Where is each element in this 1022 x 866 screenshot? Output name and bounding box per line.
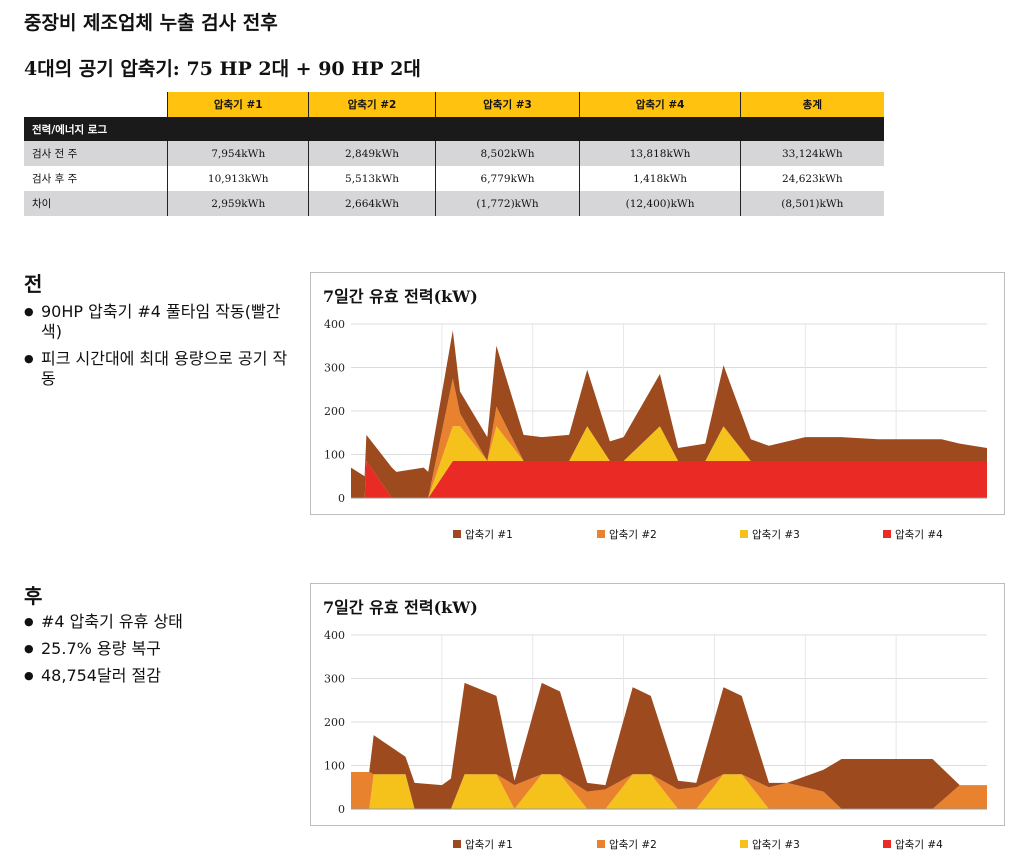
table-row: 검사 전 주 7,954kWh 2,849kWh 8,502kWh 13,818…: [24, 141, 884, 166]
after-chart: 7일간 유효 전력(kW) 0 100 200 300 400: [310, 583, 1005, 826]
after-heading: 후: [24, 584, 43, 608]
table-row: 검사 후 주 10,913kWh 5,513kWh 6,779kWh 1,418…: [24, 166, 884, 191]
row-label: 검사 전 주: [24, 141, 168, 166]
legend-item: 압축기 #2: [597, 527, 657, 542]
legend-swatch: [883, 530, 891, 538]
table-cell: 24,623kWh: [739, 166, 884, 191]
y-tick-label: 0: [338, 803, 345, 816]
column-header-compressor-1: 압축기 #1: [166, 92, 309, 117]
after-chart-plot: 0 100 200 300 400: [324, 629, 987, 816]
table-header-row: 압축기 #1 압축기 #2 압축기 #3 압축기 #4 총계: [24, 92, 884, 117]
series-area-3: [351, 774, 987, 809]
page-title: 중장비 제조업체 누출 검사 전후: [24, 12, 278, 34]
table-cell: (8,501)kWh: [739, 191, 884, 216]
legend-swatch: [883, 840, 891, 848]
y-tick-label: 200: [324, 405, 345, 418]
table-cell: 2,849kWh: [308, 141, 436, 166]
y-tick-label: 400: [324, 629, 345, 642]
legend-item: 압축기 #4: [883, 527, 943, 542]
y-tick-label: 0: [338, 492, 345, 505]
table-cell: (12,400)kWh: [579, 191, 741, 216]
legend-swatch: [597, 530, 605, 538]
legend-swatch: [597, 840, 605, 848]
list-item: #4 압축기 유휴 상태: [24, 612, 294, 632]
before-chart-plot: 0 100 200 300 400: [324, 318, 987, 505]
table-cell: 8,502kWh: [434, 141, 580, 166]
list-item: 90HP 압축기 #4 풀타임 작동(빨간색): [24, 302, 294, 342]
table-cell: 6,779kWh: [434, 166, 580, 191]
legend-item: 압축기 #1: [453, 527, 513, 542]
list-item: 48,754달러 절감: [24, 666, 294, 686]
column-header-compressor-4: 압축기 #4: [579, 92, 741, 117]
y-tick-label: 100: [324, 760, 345, 773]
series-area-3: [351, 426, 987, 498]
legend-swatch: [740, 840, 748, 848]
column-header-compressor-2: 압축기 #2: [308, 92, 436, 117]
chart-title: 7일간 유효 전력(kW): [323, 287, 478, 306]
legend-swatch: [740, 530, 748, 538]
table-cell: 1,418kWh: [579, 166, 741, 191]
legend-label: 압축기 #2: [609, 839, 657, 851]
row-label: 검사 후 주: [24, 166, 168, 191]
table-corner: [24, 92, 168, 117]
legend-swatch: [453, 530, 461, 538]
table-cell: 2,959kWh: [166, 191, 309, 216]
table-row: 차이 2,959kWh 2,664kWh (1,772)kWh (12,400)…: [24, 191, 884, 216]
table-cell: (1,772)kWh: [434, 191, 580, 216]
legend-label: 압축기 #4: [895, 529, 943, 541]
table-cell: 5,513kWh: [308, 166, 436, 191]
table-cell: 7,954kWh: [166, 141, 309, 166]
table-cell: 13,818kWh: [579, 141, 741, 166]
before-heading: 전: [24, 272, 43, 296]
legend-item: 압축기 #2: [597, 837, 657, 852]
table-cell: 10,913kWh: [166, 166, 309, 191]
y-tick-label: 200: [324, 716, 345, 729]
after-bullet-list: #4 압축기 유휴 상태 25.7% 용량 복구 48,754달러 절감: [24, 612, 294, 693]
legend-label: 압축기 #3: [752, 529, 800, 541]
y-tick-label: 300: [324, 673, 345, 686]
table-section-row: 전력/에너지 로그: [24, 117, 884, 141]
row-label: 차이: [24, 191, 168, 216]
y-tick-label: 100: [324, 449, 345, 462]
y-tick-label: 300: [324, 362, 345, 375]
section-label: 전력/에너지 로그: [24, 117, 884, 141]
legend-label: 압축기 #4: [895, 839, 943, 851]
legend-item: 압축기 #3: [740, 527, 800, 542]
series-area-4: [351, 461, 987, 498]
energy-log-table: 압축기 #1 압축기 #2 압축기 #3 압축기 #4 총계 전력/에너지 로그…: [24, 92, 884, 216]
series-area-2: [351, 772, 987, 809]
legend-item: 압축기 #4: [883, 837, 943, 852]
legend-item: 압축기 #3: [740, 837, 800, 852]
legend-label: 압축기 #1: [465, 839, 513, 851]
legend-item: 압축기 #1: [453, 837, 513, 852]
page-subtitle: 4대의 공기 압축기: 75 HP 2대 + 90 HP 2대: [24, 58, 421, 80]
series-area-1: [351, 682, 987, 809]
legend-label: 압축기 #2: [609, 529, 657, 541]
chart-title: 7일간 유효 전력(kW): [323, 598, 478, 617]
before-chart: 7일간 유효 전력(kW) 0 100 200 300 400: [310, 272, 1005, 515]
legend-label: 압축기 #1: [465, 529, 513, 541]
list-item: 25.7% 용량 복구: [24, 639, 294, 659]
table-cell: 33,124kWh: [739, 141, 884, 166]
legend-label: 압축기 #3: [752, 839, 800, 851]
list-item: 피크 시간대에 최대 용량으로 공기 작동: [24, 349, 294, 389]
series-area-1: [351, 330, 987, 498]
column-header-total: 총계: [739, 92, 884, 117]
legend-swatch: [453, 840, 461, 848]
y-tick-label: 400: [324, 318, 345, 331]
column-header-compressor-3: 압축기 #3: [434, 92, 580, 117]
before-bullet-list: 90HP 압축기 #4 풀타임 작동(빨간색) 피크 시간대에 최대 용량으로 …: [24, 302, 294, 396]
table-cell: 2,664kWh: [308, 191, 436, 216]
